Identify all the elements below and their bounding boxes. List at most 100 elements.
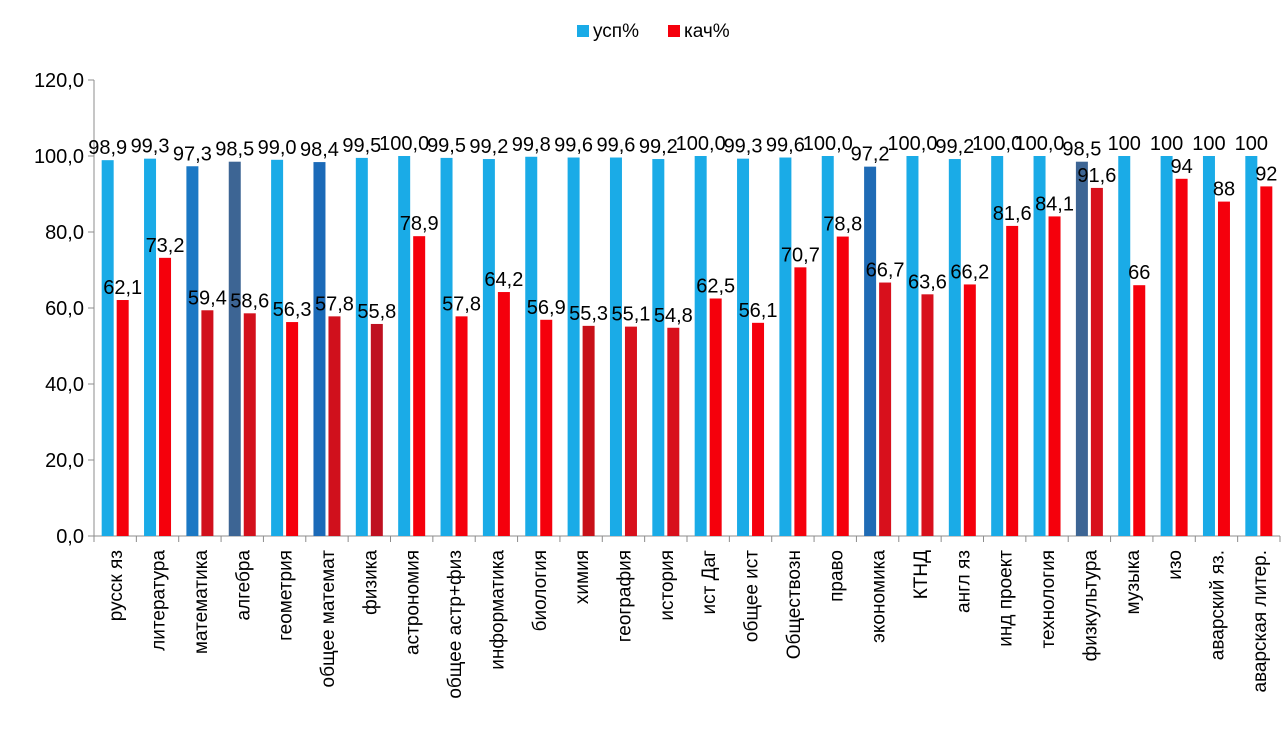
data-label-usp-25: 100: [1150, 133, 1183, 155]
data-label-usp-23: 98,5: [1062, 139, 1101, 161]
data-label-usp-7: 100,0: [379, 133, 429, 155]
bar-kach-0: [116, 300, 129, 536]
data-label-kach-21: 81,6: [993, 203, 1032, 225]
data-label-kach-8: 57,8: [442, 293, 481, 315]
category-label-10: биология: [530, 550, 551, 631]
data-label-usp-19: 100,0: [887, 133, 937, 155]
category-label-4: геометрия: [276, 550, 297, 641]
category-label-20: англ яз: [953, 550, 974, 613]
data-label-kach-2: 59,4: [188, 287, 227, 309]
category-label-27: аварская литер.: [1250, 550, 1271, 693]
legend-label-0: усп%: [593, 21, 639, 42]
category-label-26: аварский яз.: [1207, 550, 1228, 660]
data-label-kach-18: 66,7: [866, 260, 905, 282]
bar-kach-23: [1090, 187, 1103, 537]
data-label-usp-12: 99,6: [596, 135, 635, 157]
data-label-usp-15: 99,3: [724, 136, 763, 158]
data-label-usp-14: 100,0: [676, 133, 726, 155]
bar-usp-15: [737, 158, 750, 536]
bar-usp-21: [991, 156, 1004, 536]
bar-usp-6: [355, 157, 368, 536]
bar-usp-20: [948, 159, 961, 537]
legend-swatch-0: [577, 25, 589, 37]
category-label-24: музыка: [1123, 550, 1144, 615]
category-label-17: право: [826, 550, 847, 602]
category-label-25: изо: [1165, 550, 1186, 580]
data-label-kach-0: 62,1: [103, 277, 142, 299]
data-label-usp-18: 97,2: [851, 144, 890, 166]
data-label-kach-26: 88: [1213, 179, 1235, 201]
data-label-usp-13: 99,2: [639, 136, 678, 158]
y-tick-label: 120,0: [34, 70, 84, 92]
bar-kach-12: [624, 326, 637, 536]
y-tick-label: 20,0: [45, 450, 84, 472]
bar-kach-5: [328, 316, 341, 536]
data-label-usp-26: 100: [1192, 133, 1225, 155]
data-label-usp-2: 97,3: [173, 143, 212, 165]
category-label-9: информатика: [487, 550, 508, 670]
bar-kach-4: [286, 322, 299, 536]
data-label-usp-9: 99,2: [469, 136, 508, 158]
data-label-usp-1: 99,3: [131, 136, 170, 158]
data-label-usp-10: 99,8: [512, 134, 551, 156]
category-label-16: Обществозн: [784, 550, 805, 659]
data-label-usp-16: 99,6: [766, 135, 805, 157]
data-label-kach-15: 56,1: [739, 300, 778, 322]
bar-usp-14: [694, 156, 707, 536]
category-label-7: астрономия: [403, 550, 424, 655]
bar-kach-15: [752, 322, 765, 536]
y-tick-label: 0,0: [56, 526, 84, 548]
bar-kach-27: [1260, 186, 1273, 536]
data-label-usp-17: 100,0: [803, 133, 853, 155]
data-label-kach-12: 55,1: [611, 304, 650, 326]
data-label-usp-6: 99,5: [342, 135, 381, 157]
category-label-13: история: [657, 550, 678, 621]
bar-usp-2: [186, 166, 199, 536]
category-label-12: география: [614, 550, 635, 642]
category-label-21: инд проект: [996, 550, 1017, 647]
data-label-kach-25: 94: [1170, 156, 1192, 178]
bar-kach-24: [1133, 285, 1146, 536]
data-label-kach-7: 78,9: [400, 213, 439, 235]
data-label-kach-17: 78,8: [823, 214, 862, 236]
bar-kach-16: [794, 267, 807, 536]
bar-usp-4: [271, 159, 284, 537]
bar-usp-13: [652, 159, 665, 537]
bar-kach-19: [921, 294, 934, 536]
bar-kach-25: [1175, 178, 1188, 537]
data-label-kach-11: 55,3: [569, 303, 608, 325]
category-label-8: общее астр+физ: [445, 550, 466, 699]
bar-kach-17: [836, 236, 849, 536]
bar-usp-8: [440, 157, 453, 536]
category-label-2: математика: [191, 550, 212, 655]
bar-kach-3: [243, 313, 256, 536]
bar-usp-26: [1202, 156, 1215, 536]
bar-usp-24: [1118, 156, 1131, 536]
data-label-usp-22: 100,0: [1015, 133, 1065, 155]
category-label-5: общее математ: [318, 550, 339, 688]
bar-kach-10: [540, 319, 553, 536]
bar-kach-26: [1217, 201, 1230, 536]
data-label-kach-27: 92: [1255, 163, 1277, 185]
bar-usp-12: [609, 157, 622, 536]
data-label-kach-6: 55,8: [357, 301, 396, 323]
bar-usp-10: [525, 156, 538, 536]
data-label-usp-24: 100: [1108, 133, 1141, 155]
bar-kach-14: [709, 298, 722, 536]
data-label-kach-24: 66: [1128, 262, 1150, 284]
data-label-kach-13: 54,8: [654, 305, 693, 327]
bar-usp-9: [482, 159, 495, 537]
data-label-kach-5: 57,8: [315, 293, 354, 315]
bar-usp-3: [228, 161, 241, 536]
bar-kach-2: [201, 310, 214, 536]
y-tick-label: 100,0: [34, 146, 84, 168]
bar-usp-18: [864, 166, 877, 536]
bar-kach-9: [497, 292, 510, 536]
category-label-19: КТНД: [911, 550, 932, 599]
bar-usp-23: [1075, 161, 1088, 536]
category-label-0: русск яз: [106, 550, 127, 621]
bar-usp-11: [567, 157, 580, 536]
bar-usp-16: [779, 157, 792, 536]
legend-swatch-1: [668, 25, 680, 37]
